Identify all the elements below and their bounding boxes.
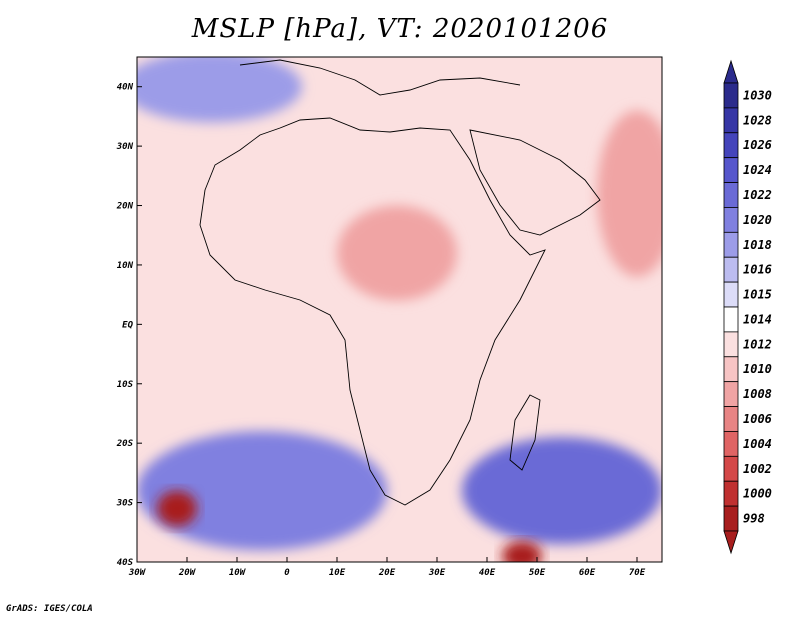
map-title: MSLP [hPa], VT: 2020101206 <box>191 14 609 44</box>
field-south-indian-high <box>462 437 662 545</box>
plot-frame <box>136 56 663 563</box>
colorbar-label: 1018 <box>743 238 772 252</box>
lat-tick-label: EQ <box>122 320 133 330</box>
colorbar-swatch <box>723 82 739 109</box>
lon-tick-label: 40E <box>479 568 496 578</box>
colorbar-swatch <box>723 207 739 233</box>
europe-coastline <box>239 59 521 96</box>
lon-tick-label: 60E <box>579 568 596 578</box>
madagascar-coastline <box>509 394 541 471</box>
colorbar-swatch <box>723 381 739 407</box>
field-saharan-low <box>337 205 457 301</box>
colorbar-label: 1002 <box>743 462 772 476</box>
lon-tick-label: 20W <box>178 568 197 578</box>
colorbar-swatch <box>723 306 739 333</box>
lon-tick-label: 30E <box>428 568 446 578</box>
coastlines <box>199 59 601 506</box>
colorbar-swatch <box>723 455 739 482</box>
lon-tick-label: 0 <box>284 568 290 578</box>
colorbar-swatch <box>723 256 739 283</box>
colorbar-swatch <box>723 107 739 134</box>
colorbar-label: 1020 <box>743 213 772 227</box>
lat-tick-label: 30N <box>116 142 134 152</box>
colorbar-swatch <box>723 281 739 308</box>
lat-tick-label: 20S <box>116 439 134 449</box>
lat-tick-label: 40N <box>117 83 134 93</box>
lon-tick-label: 70E <box>629 568 646 578</box>
field-atlantic-cyclone <box>157 490 197 527</box>
field-arabian-low <box>597 110 662 277</box>
colorbar-swatch <box>723 231 739 258</box>
colorbar-swatch <box>723 505 739 532</box>
colorbar-swatch <box>723 132 739 159</box>
colorbar-label: 1030 <box>743 88 772 102</box>
colorbar-swatch <box>723 182 739 208</box>
colorbar-swatch <box>723 406 739 432</box>
lat-tick-label: 10N <box>117 261 134 271</box>
colorbar-label: 1028 <box>743 113 772 127</box>
colorbar-label: 1008 <box>743 387 772 401</box>
lon-tick-label: 30W <box>128 568 147 578</box>
colorbar-label: 1012 <box>743 337 772 351</box>
colorbar-label: 998 <box>743 512 765 526</box>
colorbar-label: 1006 <box>743 412 772 426</box>
colorbar-label: 1010 <box>743 362 772 376</box>
colorbar-swatch <box>723 480 739 507</box>
colorbar-bottom-arrow <box>723 530 739 555</box>
colorbar-label: 1026 <box>743 138 772 152</box>
colorbar-label: 1014 <box>743 312 772 326</box>
colorbar-label: 1016 <box>743 263 772 277</box>
africa-coastline <box>199 117 546 506</box>
field-subtropical-high-south <box>137 431 387 551</box>
colorbar-swatch <box>723 431 739 457</box>
colorbar-swatch <box>723 356 739 383</box>
colorbar-label: 1004 <box>743 437 772 451</box>
map-axes: 30W 20W 10W 0 10E 20E 30E 40E 50E 60E 70E 40N 30N 20N… <box>116 83 646 578</box>
lon-tick-label: 20E <box>378 568 396 578</box>
arabia-coastline <box>469 129 601 236</box>
lat-tick-label: 40S <box>117 558 134 568</box>
pressure-field <box>137 57 662 562</box>
colorbar-swatch <box>723 331 739 358</box>
colorbar-top-arrow <box>723 59 739 84</box>
colorbar-swatch <box>723 157 739 183</box>
colorbar-label: 1024 <box>743 163 772 177</box>
colorbar-label: 1015 <box>743 288 772 302</box>
field-indian-cyclone <box>502 541 542 562</box>
field-mediterranean-high <box>137 57 302 123</box>
colorbar-label: 1022 <box>743 188 772 202</box>
lat-tick-label: 10S <box>117 380 134 390</box>
lat-tick-label: 20N <box>116 202 134 212</box>
lon-tick-label: 50E <box>529 568 546 578</box>
lon-tick-label: 10E <box>329 568 346 578</box>
lon-tick-label: 10W <box>229 568 247 578</box>
colorbar-label: 1000 <box>743 487 772 501</box>
lat-tick-label: 30S <box>116 499 134 509</box>
credit-text: GrADS: IGES/COLA <box>6 604 93 614</box>
colorbar: 1030 1028 1026 1024 1022 1020 1018 1016 1015 1014… <box>723 59 772 555</box>
